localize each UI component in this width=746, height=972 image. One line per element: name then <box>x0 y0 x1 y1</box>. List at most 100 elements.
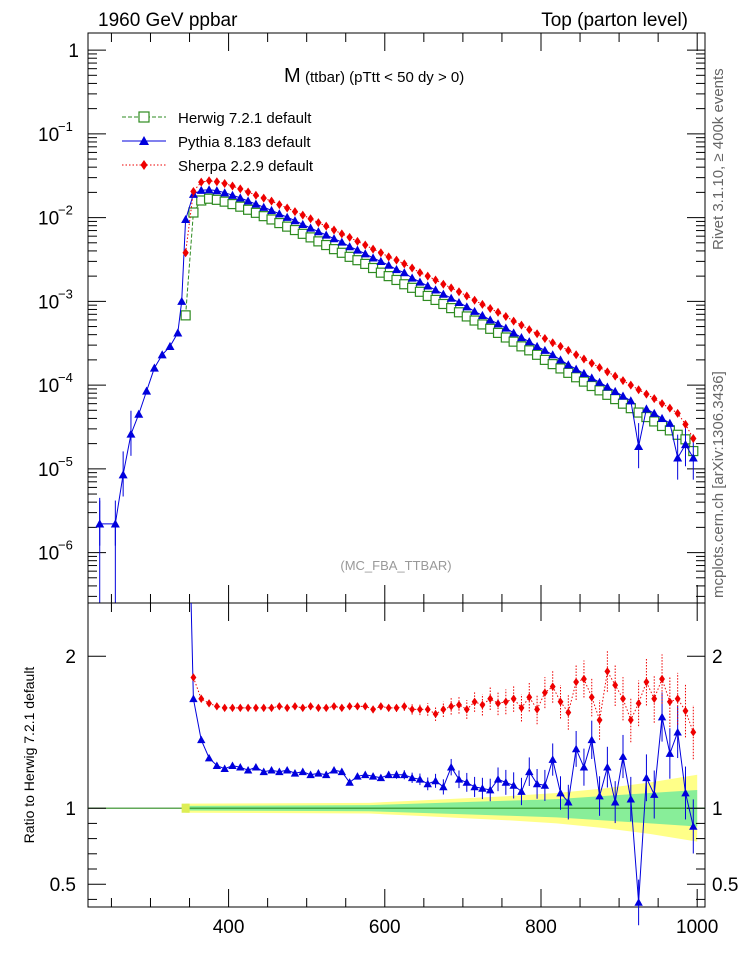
data-point <box>690 434 697 444</box>
data-point <box>666 403 674 413</box>
legend: Herwig 7.2.1 default Pythia 8.183 default… <box>122 110 314 175</box>
ratio-data-point <box>518 703 525 713</box>
ratio-data-point <box>532 779 542 788</box>
ratio-data-point <box>486 785 495 794</box>
ratio-data-point <box>299 703 306 713</box>
data-point <box>446 293 456 302</box>
ratio-x-tick-label: 600 <box>369 917 401 938</box>
ratio-data-point <box>353 772 362 780</box>
main-y-tick-label: 10 <box>38 460 59 481</box>
data-point <box>110 519 120 528</box>
mcplots-label: mcplots.cern.ch [arXiv:1306.3436] <box>710 371 727 598</box>
ratio-data-point <box>292 702 298 711</box>
ratio-data-point <box>665 749 675 757</box>
plot-title-main: M <box>284 65 301 87</box>
main-ticks <box>88 33 705 603</box>
main-y-tick-exponent: −1 <box>58 119 73 134</box>
data-point <box>634 441 644 451</box>
data-point <box>354 236 361 246</box>
ratio-data-point <box>213 702 220 711</box>
ratio-data-point <box>337 767 347 776</box>
data-point <box>658 399 666 409</box>
ratio-data-point <box>377 702 384 711</box>
data-point <box>565 345 572 355</box>
ratio-data-point <box>487 694 494 703</box>
data-point <box>651 394 658 404</box>
data-point <box>352 245 362 254</box>
ratio-data-point <box>517 787 526 795</box>
data-point <box>220 188 230 197</box>
data-point <box>673 453 683 462</box>
data-point <box>604 367 611 377</box>
data-point <box>649 408 659 417</box>
data-point <box>190 186 197 196</box>
ratio-data-point <box>190 673 197 682</box>
data-point <box>572 350 580 360</box>
data-point <box>635 385 642 395</box>
data-point <box>393 255 400 265</box>
data-point <box>306 223 316 232</box>
data-point <box>345 242 355 251</box>
ratio-data-point <box>509 781 518 789</box>
data-point <box>502 311 509 321</box>
data-point <box>471 295 478 305</box>
data-point <box>181 214 191 224</box>
data-point <box>509 328 519 337</box>
main-y-tick-labels: 110−110−210−310−410−510−6 <box>38 41 79 564</box>
ratio-data-point <box>290 769 300 777</box>
ratio-data-point <box>603 762 612 771</box>
ratio-data-point <box>510 694 517 703</box>
main-y-tick-label: 10 <box>38 209 59 230</box>
data-point <box>362 240 369 250</box>
legend-marker <box>138 111 150 123</box>
data-point <box>196 185 206 194</box>
ratio-data-point <box>228 761 237 769</box>
ratio-data-point <box>376 773 386 782</box>
data-point <box>376 256 386 265</box>
data-point <box>337 237 347 246</box>
legend-marker <box>139 136 149 145</box>
ratio-reference-band <box>88 774 705 842</box>
ratio-data-point <box>276 702 283 711</box>
data-point <box>579 368 589 377</box>
series-pythia <box>95 185 698 546</box>
ratio-data-point <box>540 781 550 789</box>
data-point <box>432 275 439 285</box>
ratio-data-point <box>643 677 650 687</box>
data-point <box>134 409 144 418</box>
ratio-data-point <box>212 761 222 769</box>
ratio-data-point <box>635 699 642 708</box>
data-point <box>227 190 237 199</box>
data-point <box>213 177 221 187</box>
ratio-data-point <box>259 767 268 776</box>
data-point <box>665 418 675 427</box>
data-point <box>221 179 228 189</box>
data-point <box>142 386 152 395</box>
data-point <box>438 289 448 298</box>
data-point <box>423 281 433 290</box>
ratio-data-point <box>282 766 292 774</box>
ratio-data-point <box>564 797 573 806</box>
data-point <box>329 234 339 243</box>
ratio-data-point <box>479 700 486 710</box>
ratio-data-point <box>236 762 245 771</box>
series-line <box>185 198 694 452</box>
series-sherpa <box>182 176 697 444</box>
ratio-plot-frame <box>87 602 706 908</box>
data-point <box>440 279 447 289</box>
ratio-data-point <box>267 766 276 774</box>
ratio-data-point <box>198 694 205 703</box>
ratio-data-point <box>659 674 665 684</box>
ratio-plot: 400 600 800 1000 0.5 0.5 1 1 2 2 Ratio to Herwig … <box>21 602 738 938</box>
data-point <box>510 316 517 326</box>
data-point <box>479 299 486 309</box>
data-point <box>323 221 330 231</box>
data-point <box>229 181 236 191</box>
ratio-data-point <box>556 788 565 797</box>
ratio-data-point <box>424 705 431 714</box>
ratio-data-point <box>401 702 408 711</box>
ratio-data-point <box>620 694 626 703</box>
ratio-data-point <box>463 705 470 714</box>
ratio-data-point <box>431 776 440 785</box>
data-point <box>641 404 651 413</box>
